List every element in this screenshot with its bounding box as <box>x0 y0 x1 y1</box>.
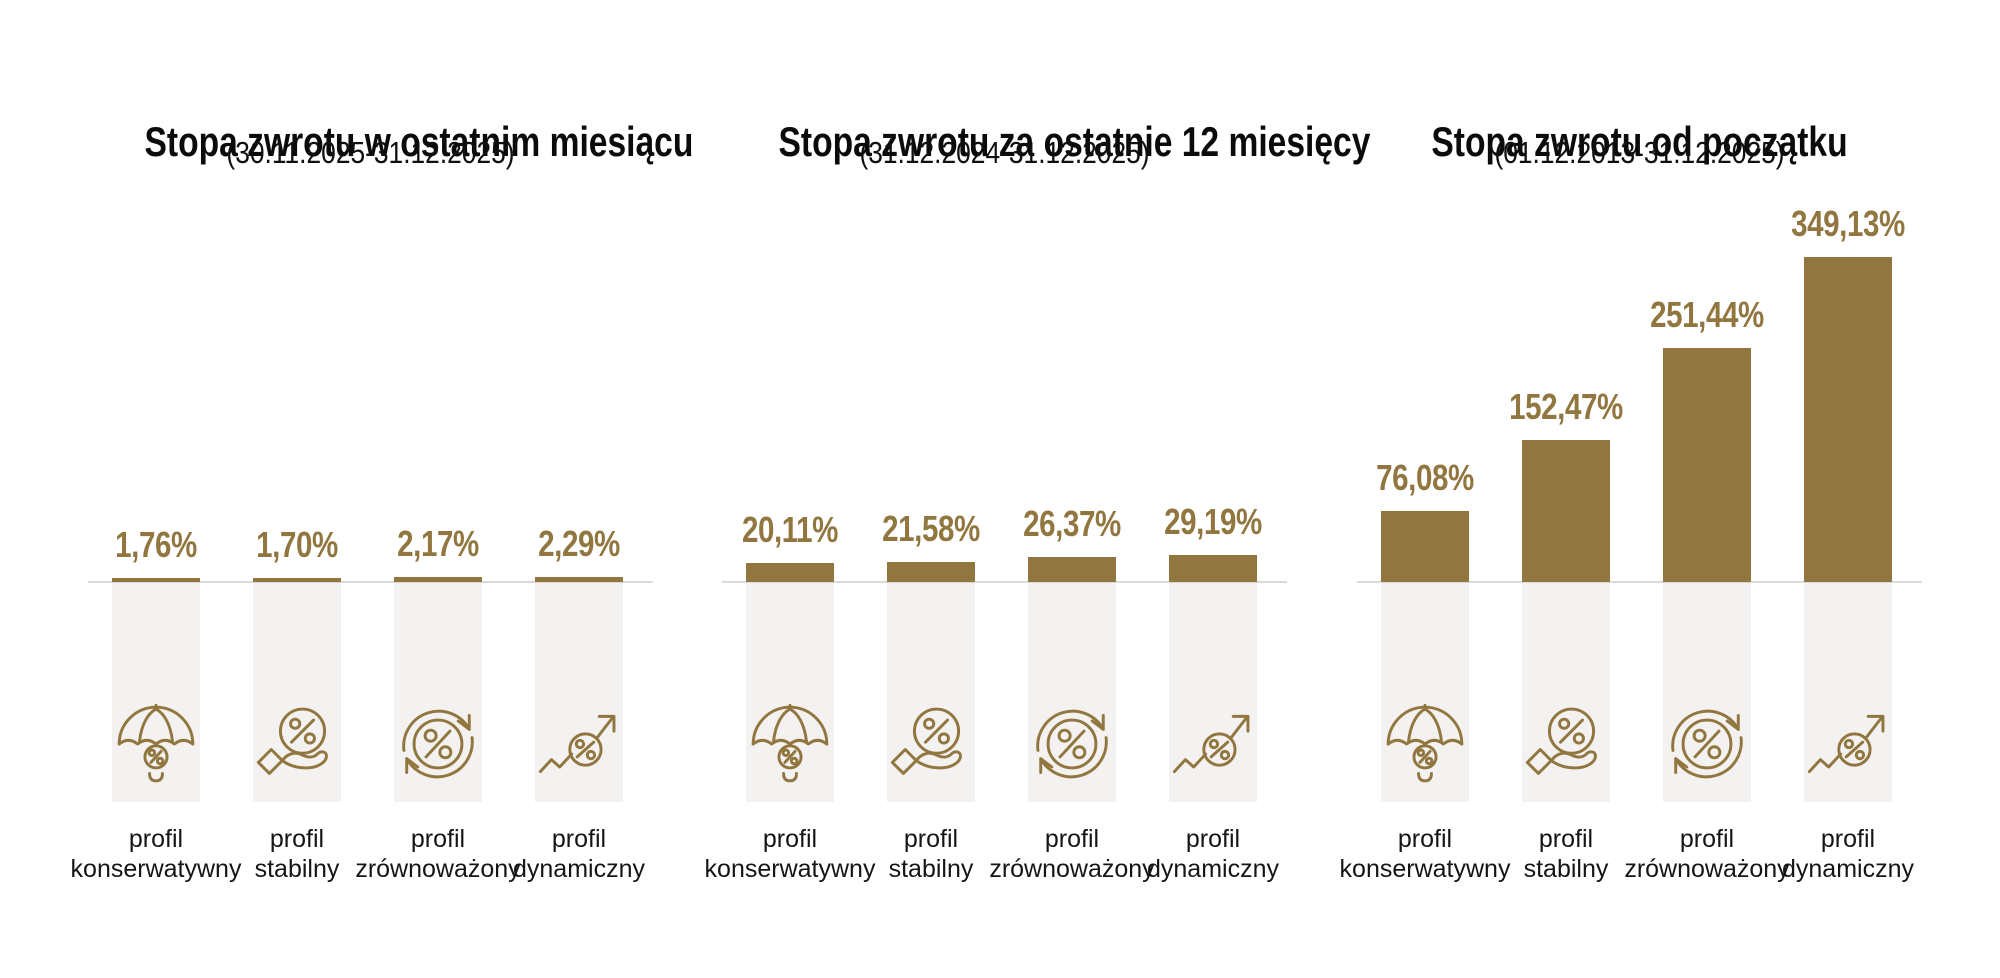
bar <box>1028 557 1116 582</box>
bar <box>1169 555 1257 582</box>
bar <box>1381 511 1469 582</box>
bar <box>394 577 482 582</box>
column-background <box>535 583 623 802</box>
column-background <box>1663 583 1751 802</box>
value-label: 1,70% <box>256 524 338 565</box>
profile-label: profil stabilny <box>254 825 340 883</box>
hand-percent-icon <box>885 698 977 790</box>
column-background <box>112 583 200 802</box>
column-background <box>746 583 834 802</box>
umbrella-percent-icon <box>744 698 836 790</box>
chart-baseline <box>722 581 1287 583</box>
cycle-percent-icon <box>1026 698 1118 790</box>
column-group-zrownowazony: 251,44% profil zrównoważony <box>1624 0 1789 978</box>
value-label: 29,19% <box>1164 501 1262 542</box>
umbrella-percent-icon <box>110 698 202 790</box>
trend-percent-icon <box>533 698 625 790</box>
column-background <box>1804 583 1892 802</box>
value-label: 1,76% <box>115 524 197 565</box>
chart-inception: Stopa zwrotu od początku (01.12.2013-31.… <box>1340 0 1922 978</box>
value-label: 2,29% <box>538 523 620 564</box>
umbrella-percent-icon <box>1379 698 1471 790</box>
chart-last-month: Stopa zwrotu w ostatnim miesiącu (30.11.… <box>71 0 694 978</box>
column-background <box>1169 583 1257 802</box>
column-background <box>887 583 975 802</box>
bar <box>1522 440 1610 582</box>
profile-label: profil dynamiczny <box>513 825 645 883</box>
column-group-dynamiczny: 349,13% profil dynamiczny <box>1782 0 1914 978</box>
profile-label: profil konserwatywny <box>1339 825 1511 883</box>
cycle-percent-icon <box>1661 698 1753 790</box>
column-group-dynamiczny: 2,29% profil dynamiczny <box>513 0 645 978</box>
bar <box>253 578 341 582</box>
profile-label: profil konserwatywny <box>70 825 242 883</box>
column-group-stabilny: 21,58% profil stabilny <box>882 0 980 978</box>
profile-label: profil zrównoważony <box>355 825 521 883</box>
value-label: 251,44% <box>1650 294 1764 335</box>
profile-label: profil stabilny <box>888 825 974 883</box>
profile-label: profil zrównoważony <box>1624 825 1790 883</box>
trend-percent-icon <box>1167 698 1259 790</box>
column-group-konserwatywny: 1,76% profil konserwatywny <box>71 0 242 978</box>
bar <box>535 577 623 582</box>
column-group-konserwatywny: 76,08% profil konserwatywny <box>1340 0 1511 978</box>
column-background <box>1028 583 1116 802</box>
chart-subtitle: (01.12.2013-31.12.2025) <box>1494 135 1785 170</box>
trend-percent-icon <box>1802 698 1894 790</box>
chart-baseline <box>1357 581 1922 583</box>
column-group-stabilny: 1,70% profil stabilny <box>253 0 341 978</box>
bar <box>112 578 200 582</box>
bar <box>746 563 834 582</box>
column-background <box>1522 583 1610 802</box>
value-label: 26,37% <box>1023 503 1121 544</box>
chart-title: Stopa zwrotu za ostatnie 12 miesięcy <box>778 117 1371 165</box>
profile-label: profil dynamiczny <box>1782 825 1914 883</box>
value-label: 349,13% <box>1791 203 1905 244</box>
chart-subtitle: (30.11.2025-31.12.2025) <box>226 135 515 170</box>
profile-label: profil stabilny <box>1523 825 1609 883</box>
column-group-konserwatywny: 20,11% profil konserwatywny <box>705 0 876 978</box>
chart-title: Stopa zwrotu od początku <box>1431 117 1848 165</box>
value-label: 20,11% <box>741 509 839 550</box>
hand-percent-icon <box>1520 698 1612 790</box>
profile-label: profil konserwatywny <box>704 825 876 883</box>
column-group-dynamiczny: 29,19% profil dynamiczny <box>1147 0 1279 978</box>
bar <box>1663 348 1751 582</box>
column-background <box>1381 583 1469 802</box>
hand-percent-icon <box>251 698 343 790</box>
chart-subtitle: (31.12.2024-31.12.2025) <box>859 135 1150 170</box>
column-group-zrownowazony: 2,17% profil zrównoważony <box>355 0 520 978</box>
column-background <box>253 583 341 802</box>
cycle-percent-icon <box>392 698 484 790</box>
chart-12-months: Stopa zwrotu za ostatnie 12 miesięcy (31… <box>705 0 1371 978</box>
column-group-stabilny: 152,47% profil stabilny <box>1509 0 1623 978</box>
column-group-zrownowazony: 26,37% profil zrównoważony <box>989 0 1154 978</box>
bar <box>887 562 975 582</box>
value-label: 2,17% <box>397 523 479 564</box>
profile-label: profil zrównoważony <box>989 825 1155 883</box>
value-label: 152,47% <box>1509 386 1623 427</box>
bar <box>1804 257 1892 582</box>
chart-baseline <box>88 581 653 583</box>
profile-label: profil dynamiczny <box>1147 825 1279 883</box>
column-background <box>394 583 482 802</box>
value-label: 21,58% <box>882 508 980 549</box>
value-label: 76,08% <box>1376 457 1474 498</box>
